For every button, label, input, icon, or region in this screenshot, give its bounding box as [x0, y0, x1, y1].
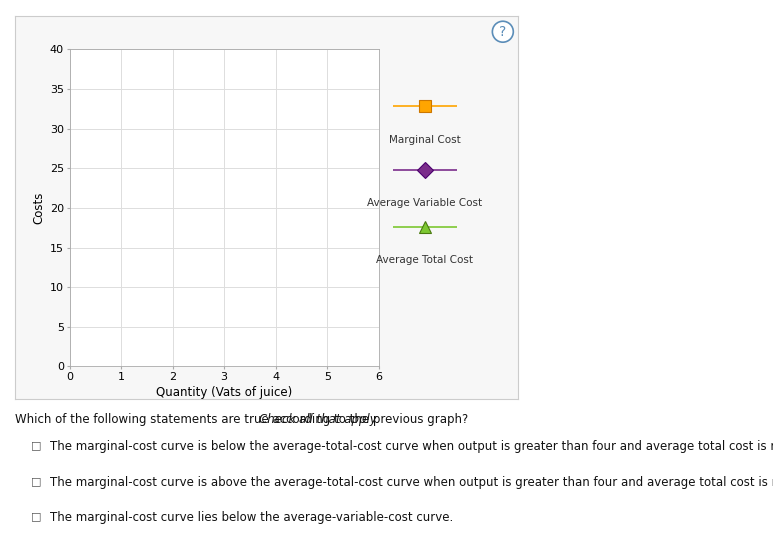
Text: □: □ [31, 440, 42, 450]
Text: The marginal-cost curve lies below the average-variable-cost curve.: The marginal-cost curve lies below the a… [50, 511, 454, 525]
Text: Marginal Cost: Marginal Cost [389, 135, 461, 145]
Text: The marginal-cost curve is below the average-total-cost curve when output is gre: The marginal-cost curve is below the ave… [50, 440, 773, 453]
Text: Average Total Cost: Average Total Cost [376, 255, 473, 265]
Text: Average Variable Cost: Average Variable Cost [367, 199, 482, 208]
Y-axis label: Costs: Costs [32, 191, 46, 224]
X-axis label: Quantity (Vats of juice): Quantity (Vats of juice) [156, 386, 292, 399]
Text: ?: ? [499, 25, 506, 39]
Text: The marginal-cost curve is above the average-total-cost curve when output is gre: The marginal-cost curve is above the ave… [50, 476, 773, 489]
Text: □: □ [31, 511, 42, 521]
Text: □: □ [31, 476, 42, 486]
Text: Check all that apply.: Check all that apply. [259, 413, 380, 426]
Text: Which of the following statements are true according to the previous graph?: Which of the following statements are tr… [15, 413, 472, 426]
